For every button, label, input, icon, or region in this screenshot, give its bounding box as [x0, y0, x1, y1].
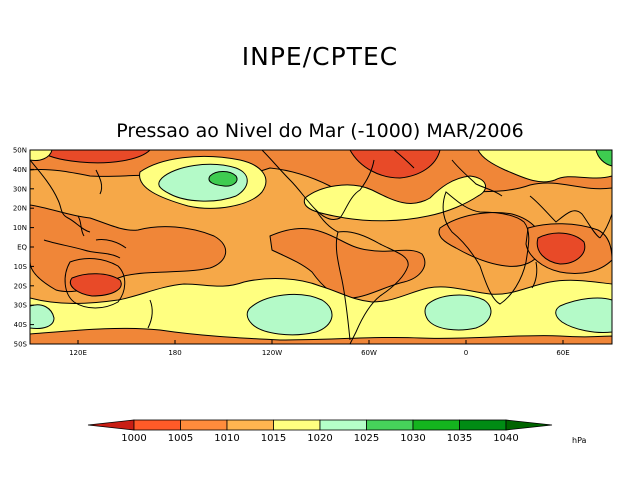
lat-label-50n: 50N	[13, 147, 27, 155]
lat-label-10s: 10S	[14, 263, 28, 271]
colorbar-label: 1035	[447, 433, 472, 444]
contour-westpac-low	[30, 204, 226, 293]
coast-sa-west	[335, 231, 351, 341]
coastlines	[30, 150, 612, 344]
coast-indonesia	[43, 239, 121, 259]
colorbar-swatch-1030-1035	[412, 419, 460, 431]
colorbar-swatch-1035-1040	[459, 419, 507, 431]
lat-label-40s: 40S	[14, 321, 28, 329]
colorbar-label: 1000	[121, 433, 146, 444]
contour-azores-high	[303, 175, 486, 222]
lon-axis: 120E 180 120W 60W 0 60E	[69, 340, 570, 357]
colorbar-label: 1010	[214, 433, 239, 444]
lon-label-120w: 120W	[262, 349, 282, 357]
colorbar-swatch-1000-1005	[133, 419, 181, 431]
coast-philippines	[77, 215, 85, 237]
contour-asia-higher	[595, 150, 612, 167]
coast-greenland	[393, 150, 415, 169]
colorbar-swatch-1005-1010	[180, 419, 228, 431]
contour-asia-high	[477, 150, 612, 183]
colorbar-label: 1025	[354, 433, 379, 444]
lat-label-40n: 40N	[13, 166, 27, 174]
lon-label-60e: 60E	[556, 349, 569, 357]
colorbar-swatch-1015-1020	[273, 419, 321, 431]
contour-npac-highest	[208, 171, 238, 187]
page-title: INPE/CPTEC	[241, 42, 399, 71]
coast-north-america	[261, 150, 375, 221]
contour-satl-high	[424, 294, 492, 331]
colorbar-unit: hPa	[572, 436, 587, 445]
lat-label-eq: EQ	[17, 244, 27, 252]
coast-south-america	[337, 231, 409, 344]
coast-madagascar	[531, 261, 538, 289]
lat-label-10n: 10N	[13, 224, 27, 232]
lat-label-30n: 30N	[13, 185, 27, 193]
contour-icelandic-low	[349, 150, 441, 179]
lon-label-120e: 120E	[69, 349, 87, 357]
coast-se-asia	[599, 213, 612, 239]
contour-spac-high	[246, 294, 333, 336]
colorbar	[87, 419, 553, 431]
lat-label-30s: 30S	[14, 302, 28, 310]
colorbar-label: 1015	[261, 433, 286, 444]
colorbar-swatch-below-1000	[87, 419, 135, 431]
lat-label-20n: 20N	[13, 205, 27, 213]
pressure-field	[30, 150, 612, 344]
lat-axis: 50N 40N 30N 20N 10N EQ 10S 20S 30S 40S 5…	[13, 147, 34, 349]
lon-label-60w: 60W	[361, 349, 377, 357]
coast-central-america	[315, 209, 339, 233]
coast-africa	[442, 191, 530, 305]
colorbar-label: 1030	[400, 433, 425, 444]
contour-sindian-high	[30, 304, 55, 329]
coast-new-guinea	[95, 239, 127, 249]
colorbar-label: 1005	[168, 433, 193, 444]
colorbar-label: 1020	[307, 433, 332, 444]
lat-label-50s: 50S	[14, 341, 28, 349]
coast-arabia-india	[529, 195, 601, 239]
colorbar-swatch-1020-1025	[319, 419, 367, 431]
colorbar-swatch-1025-1030	[366, 419, 414, 431]
contour-southern-ocean-high	[555, 297, 612, 333]
contour-eastpac-low	[269, 228, 426, 299]
lon-label-0: 0	[464, 349, 468, 357]
map-title: Pressao ao Nivel do Mar (-1000) MAR/2006	[116, 120, 524, 142]
coast-new-zealand	[147, 299, 153, 329]
coast-east-asia	[30, 159, 91, 233]
coast-australia	[64, 258, 126, 309]
colorbar-label: 1040	[493, 433, 518, 444]
coast-europe	[451, 159, 503, 197]
colorbar-labels: 1000 1005 1010 1015 1020 1025 1030 1035 …	[121, 433, 586, 445]
contour-australia-low	[70, 273, 122, 297]
colorbar-swatch-above-1040	[505, 419, 553, 431]
coast-japan	[95, 169, 103, 195]
contour-madagascar-low	[536, 232, 586, 265]
colorbar-swatch-1010-1015	[226, 419, 274, 431]
lon-label-180: 180	[168, 349, 181, 357]
contour-africa-low	[438, 212, 543, 267]
lat-label-20s: 20S	[14, 282, 28, 290]
